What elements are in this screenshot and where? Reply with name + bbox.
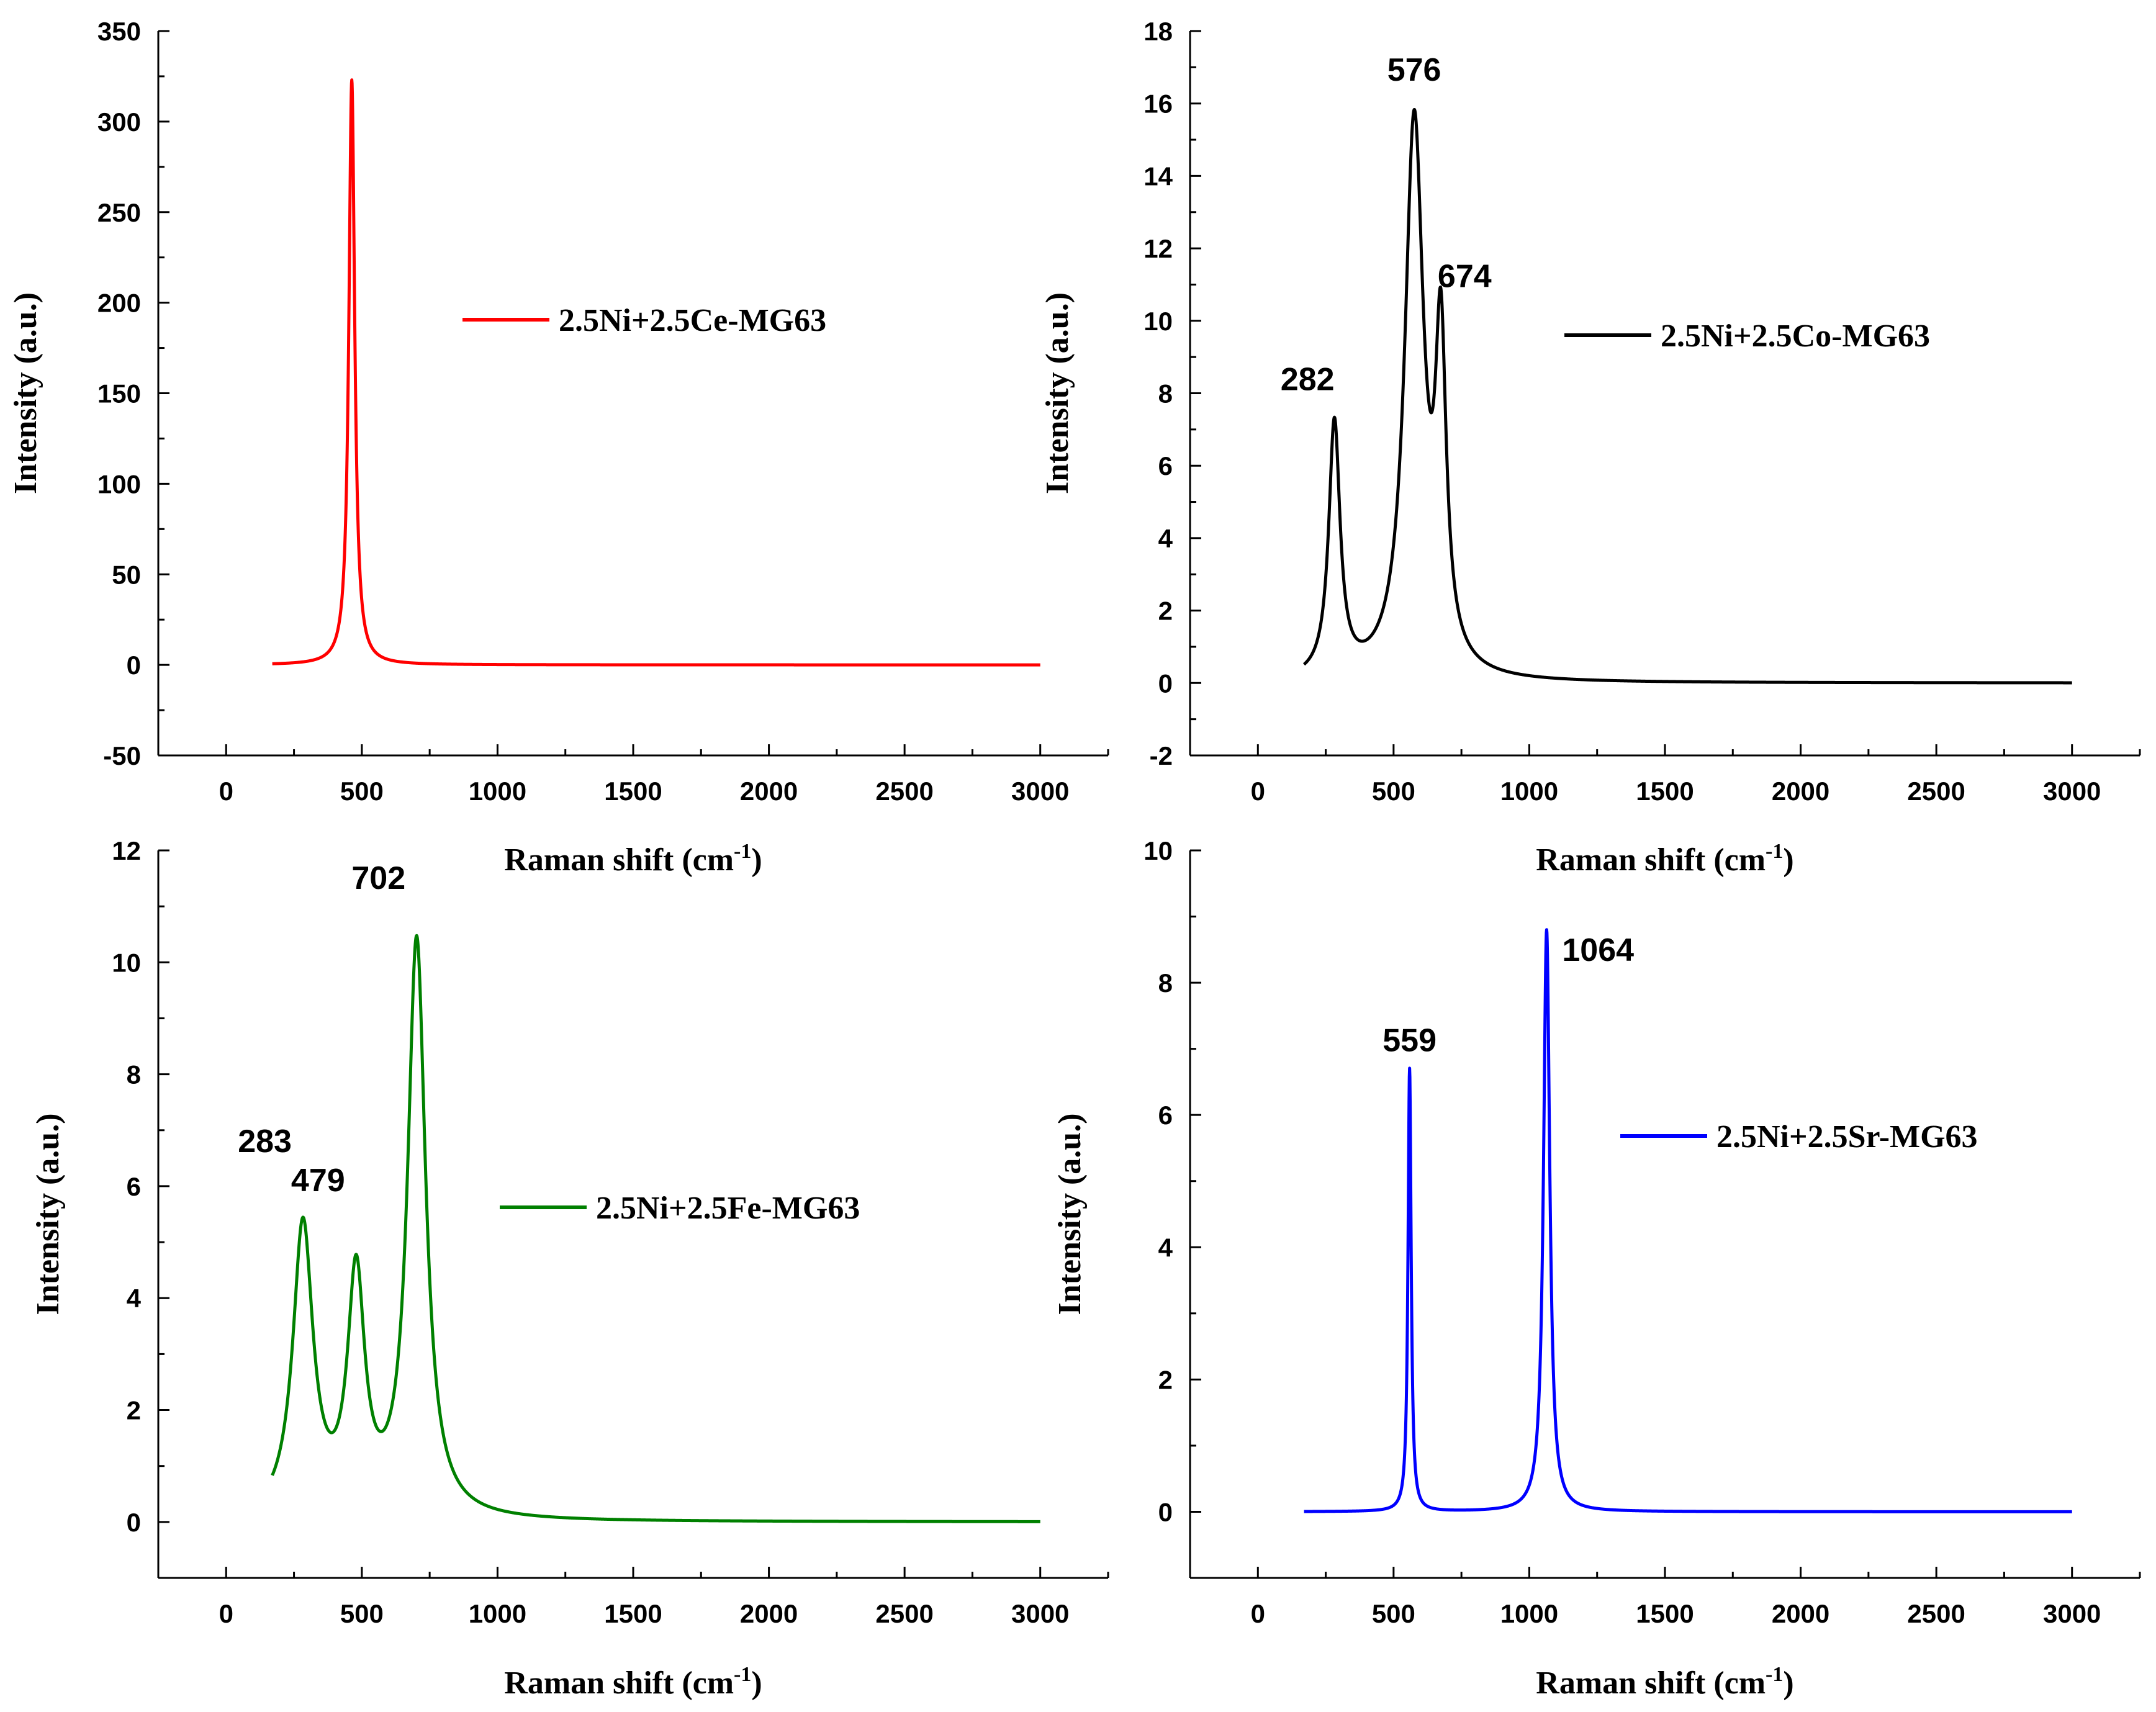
fe-x-tick-label: 500 <box>340 1599 384 1628</box>
co-y-tick-label: 6 <box>1158 451 1173 480</box>
sr-legend-label: 2.5Ni+2.5Sr-MG63 <box>1716 1119 1978 1155</box>
co-x-tick-label: 3000 <box>2043 777 2101 806</box>
ce-y-axis-title: Intensity (a.u.) <box>8 292 43 494</box>
fe-peak-label: 283 <box>238 1124 292 1160</box>
ce-x-tick-label: 0 <box>219 777 233 806</box>
sr-spectrum-line <box>1302 928 2073 1513</box>
ce-x-tick-label: 500 <box>340 777 384 806</box>
fe-y-tick-label: 8 <box>127 1060 141 1089</box>
ce-y-tick-label: 0 <box>127 651 141 680</box>
co-y-tick-label: 4 <box>1158 524 1173 553</box>
ce-y-tick-label: 100 <box>97 469 141 498</box>
fe-y-axis-title: Intensity (a.u.) <box>30 1113 66 1315</box>
co-peak-label: 282 <box>1281 362 1335 398</box>
ce-spectrum-line <box>271 78 1042 667</box>
sr-y-tick-label: 2 <box>1158 1365 1173 1394</box>
ce-x-tick-label: 2000 <box>740 777 798 806</box>
co-peak-label: 674 <box>1438 259 1492 295</box>
co-x-tick-label: 500 <box>1372 777 1415 806</box>
fe-peak-label: 479 <box>291 1163 345 1199</box>
sr-x-tick-label: 1500 <box>1636 1599 1694 1628</box>
sr-x-tick-label: 500 <box>1372 1599 1415 1628</box>
co-x-tick-label: 2500 <box>1907 777 1965 806</box>
co-x-tick-label: 1500 <box>1636 777 1694 806</box>
co-y-tick-label: 16 <box>1143 89 1173 119</box>
sr-y-tick-label: 4 <box>1158 1233 1173 1262</box>
ce-x-axis-title: Raman shift (cm-1) <box>504 840 762 878</box>
sr-peak-label: 559 <box>1382 1023 1437 1059</box>
ce-x-tick-label: 1000 <box>469 777 526 806</box>
panel-fe: 0 500 1000 1500 2000 2500 3000 0 2 4 6 8 10 12 Raman s… <box>30 836 1109 1701</box>
co-peak-label: 576 <box>1387 52 1441 88</box>
fe-legend-label: 2.5Ni+2.5Fe-MG63 <box>596 1191 860 1226</box>
ce-x-tick-label: 1500 <box>604 777 662 806</box>
panel-ce: 0 500 1000 1500 2000 2500 3000 -50 0 50 100 150 200 2… <box>8 17 1109 878</box>
fe-y-tick-label: 6 <box>127 1172 141 1201</box>
co-y-tick-label: 2 <box>1158 597 1173 626</box>
co-y-tick-label: 14 <box>1143 161 1173 191</box>
co-y-tick-label: 8 <box>1158 379 1173 408</box>
co-y-axis-title: Intensity (a.u.) <box>1040 292 1075 494</box>
sr-x-tick-label: 2000 <box>1772 1599 1829 1628</box>
sr-x-tick-label: 0 <box>1251 1599 1265 1628</box>
ce-y-tick-label: 300 <box>97 107 141 137</box>
fe-x-tick-label: 2000 <box>740 1599 798 1628</box>
co-x-tick-label: 1000 <box>1500 777 1558 806</box>
fe-y-tick-label: 4 <box>127 1284 142 1313</box>
fe-x-tick-label: 0 <box>219 1599 233 1628</box>
co-y-tick-label: -2 <box>1150 741 1173 770</box>
fe-y-tick-label: 10 <box>112 948 141 977</box>
sr-y-tick-label: 6 <box>1158 1101 1173 1130</box>
ce-y-tick-label: 250 <box>97 198 141 227</box>
fe-x-tick-label: 3000 <box>1011 1599 1069 1628</box>
panel-sr: 0 500 1000 1500 2000 2500 3000 0 2 4 6 8 10 Raman shi… <box>1052 836 2141 1701</box>
fe-y-tick-label: 0 <box>127 1508 141 1537</box>
ce-y-tick-label: 150 <box>97 379 141 408</box>
ce-legend-label: 2.5Ni+2.5Ce-MG63 <box>559 303 826 338</box>
co-y-tick-label: 18 <box>1143 17 1173 46</box>
fe-x-tick-label: 1000 <box>469 1599 526 1628</box>
sr-x-axis-title: Raman shift (cm-1) <box>1536 1663 1793 1701</box>
co-legend-label: 2.5Ni+2.5Co-MG63 <box>1661 318 1930 354</box>
ce-x-tick-label: 3000 <box>1011 777 1069 806</box>
ce-y-tick-label: 200 <box>97 289 141 318</box>
fe-spectrum-line <box>271 934 1042 1523</box>
sr-y-tick-label: 8 <box>1158 968 1173 998</box>
ce-y-tick-label: 50 <box>112 560 141 589</box>
co-x-tick-label: 0 <box>1251 777 1265 806</box>
fe-x-axis-title: Raman shift (cm-1) <box>504 1663 762 1701</box>
sr-x-tick-label: 2500 <box>1907 1599 1965 1628</box>
sr-peak-label: 1064 <box>1562 932 1634 968</box>
fe-x-tick-label: 1500 <box>604 1599 662 1628</box>
fe-y-tick-label: 12 <box>112 836 141 865</box>
sr-y-axis-title: Intensity (a.u.) <box>1052 1113 1088 1315</box>
co-x-axis-title: Raman shift (cm-1) <box>1536 840 1793 878</box>
co-y-tick-label: 10 <box>1143 307 1173 336</box>
ce-x-tick-label: 2500 <box>875 777 933 806</box>
ce-y-tick-label: 350 <box>97 17 141 46</box>
sr-y-tick-label: 10 <box>1143 836 1173 865</box>
co-spectrum-line <box>1302 108 2073 685</box>
co-y-tick-label: 12 <box>1143 234 1173 263</box>
sr-x-tick-label: 3000 <box>2043 1599 2101 1628</box>
co-y-tick-label: 0 <box>1158 669 1173 698</box>
panel-co: 0 500 1000 1500 2000 2500 3000 -2 0 2 4 6 8 10 12 14 16 1… <box>1040 17 2141 878</box>
co-x-tick-label: 2000 <box>1772 777 1829 806</box>
sr-y-tick-label: 0 <box>1158 1497 1173 1526</box>
ce-y-tick-label: -50 <box>103 741 141 770</box>
fe-x-tick-label: 2500 <box>875 1599 933 1628</box>
fe-peak-label: 702 <box>351 860 405 896</box>
sr-x-tick-label: 1000 <box>1500 1599 1558 1628</box>
fe-y-tick-label: 2 <box>127 1396 141 1425</box>
